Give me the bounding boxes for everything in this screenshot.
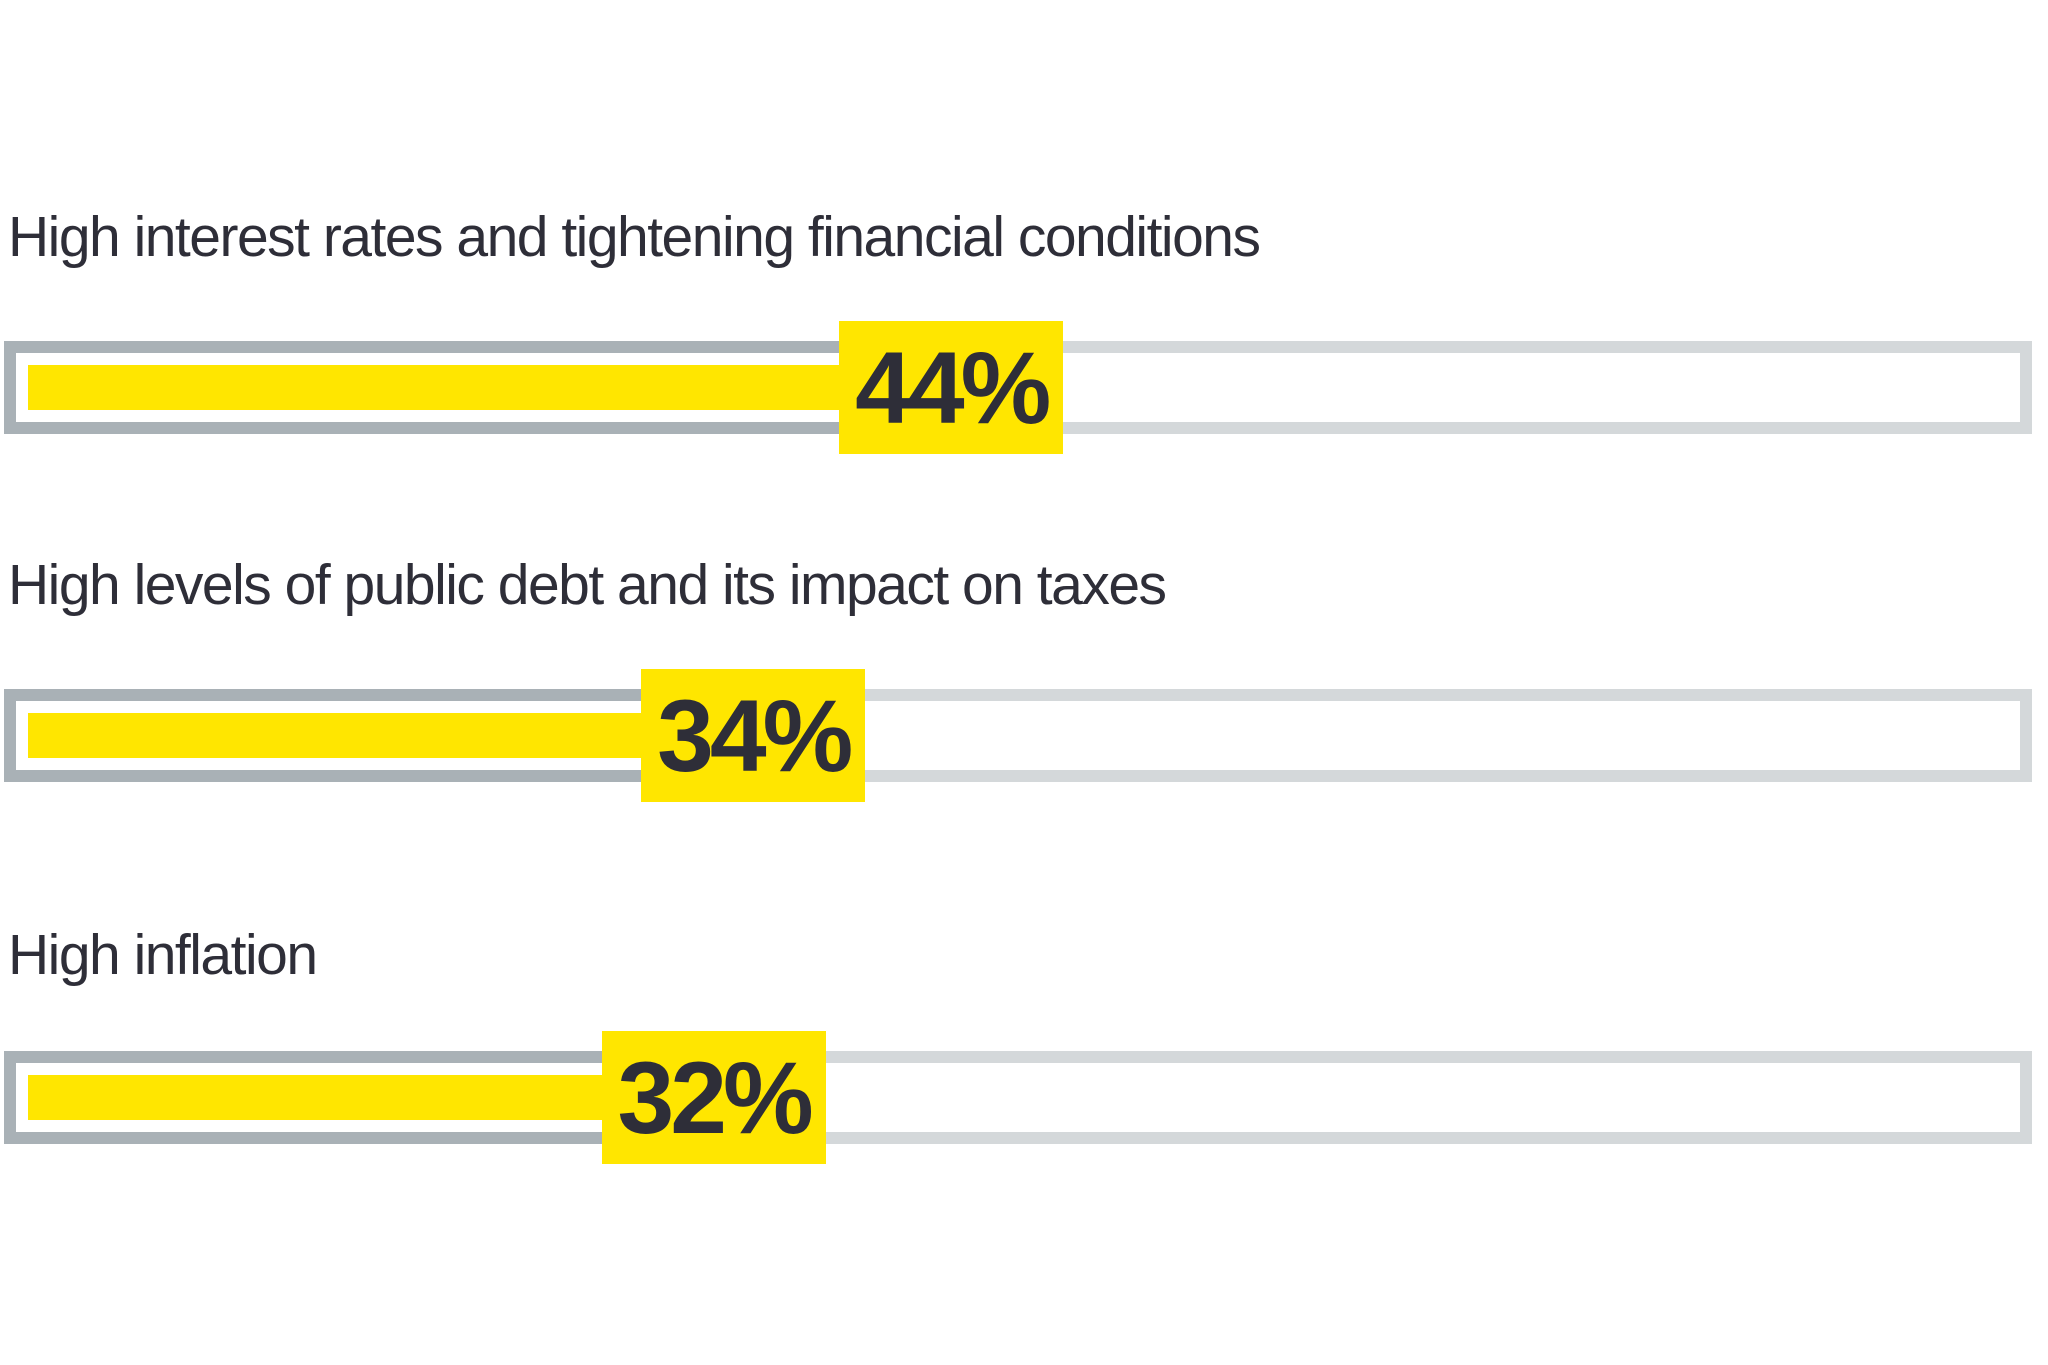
value-badge: 32% bbox=[601, 1031, 826, 1164]
value-badge-text: 32% bbox=[617, 1040, 814, 1155]
bar-label: High interest rates and tightening finan… bbox=[8, 205, 1261, 269]
bar-fill bbox=[28, 713, 702, 758]
bar-row: High inflation 32% bbox=[0, 923, 2048, 1223]
value-badge-text: 44% bbox=[855, 330, 1051, 445]
bar-row: High levels of public debt and its impac… bbox=[0, 553, 2048, 853]
bar-track: 34% bbox=[4, 669, 2032, 802]
bar-row: High interest rates and tightening finan… bbox=[0, 205, 2048, 505]
value-badge: 44% bbox=[839, 321, 1064, 454]
bar-track: 32% bbox=[4, 1031, 2032, 1164]
value-badge-text: 34% bbox=[657, 678, 853, 793]
bar-label: High inflation bbox=[8, 923, 318, 987]
bar-fill bbox=[28, 365, 900, 410]
bar-fill bbox=[28, 1075, 662, 1120]
bar-track: 44% bbox=[4, 321, 2032, 454]
value-badge: 34% bbox=[641, 669, 866, 802]
bar-label: High levels of public debt and its impac… bbox=[8, 553, 1167, 617]
